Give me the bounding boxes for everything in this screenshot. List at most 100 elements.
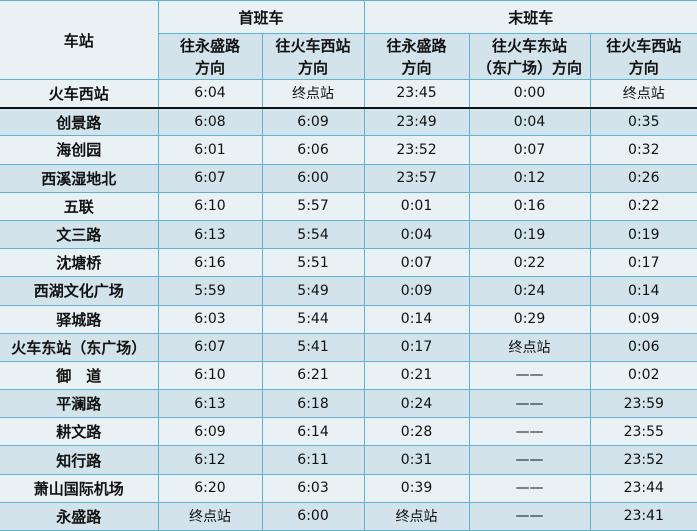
time-cell: ——	[468, 473, 591, 503]
time-cell: 5:41	[261, 332, 365, 362]
header-line: 往火车西站	[606, 36, 682, 55]
time-cell: 23:59	[589, 389, 697, 419]
table-row: 西溪湿地北 6:07 6:00 23:57 0:12 0:26	[0, 163, 697, 193]
header-line: 方向	[401, 58, 432, 77]
time-cell: 0:07	[363, 248, 470, 278]
station-name: 平澜路	[0, 389, 159, 419]
time-cell: 0:29	[468, 304, 591, 334]
time-cell: 0:28	[363, 417, 470, 447]
time-cell: 0:17	[589, 248, 697, 278]
station-name: 文三路	[0, 219, 159, 250]
station-name: 火车西站	[0, 78, 159, 109]
station-name: 驿城路	[0, 304, 159, 334]
time-cell: 6:07	[157, 163, 263, 193]
last-train-header: 末班车	[363, 0, 697, 34]
header-line: （东广场）方向	[477, 58, 583, 77]
station-name: 知行路	[0, 445, 159, 475]
time-cell: 6:13	[157, 219, 263, 250]
time-cell: 0:21	[363, 360, 470, 391]
time-cell: 6:03	[157, 304, 263, 334]
time-cell: 6:09	[157, 417, 263, 447]
time-cell: 0:17	[363, 332, 470, 362]
table-row: 火车西站 6:04 终点站 23:45 0:00 终点站	[0, 78, 697, 109]
table-row: 文三路 6:13 5:54 0:04 0:19 0:19	[0, 219, 697, 250]
station-header: 车站	[0, 0, 159, 80]
time-cell: 0:04	[468, 107, 591, 137]
time-cell: 6:03	[261, 473, 365, 503]
table-row: 知行路 6:12 6:11 0:31 —— 23:52	[0, 445, 697, 475]
table-row: 创景路 6:08 6:09 23:49 0:04 0:35	[0, 107, 697, 137]
time-cell: 6:10	[157, 191, 263, 221]
station-name: 沈塘桥	[0, 248, 159, 278]
table-row: 萧山国际机场 6:20 6:03 0:39 —— 23:44	[0, 473, 697, 503]
time-cell: 0:35	[589, 107, 697, 137]
header-line: 方向	[298, 58, 329, 77]
time-cell: 0:31	[363, 445, 470, 475]
time-cell: 0:39	[363, 473, 470, 503]
time-cell: 0:01	[363, 191, 470, 221]
header-line: 往永盛路	[386, 36, 447, 55]
station-name: 火车东站（东广场）	[0, 332, 159, 362]
time-cell: 23:57	[363, 163, 470, 193]
time-cell: 0:09	[363, 276, 470, 306]
header-line: 方向	[628, 58, 659, 77]
time-cell: 终点站	[261, 78, 365, 109]
time-cell: 5:54	[261, 219, 365, 250]
station-name: 耕文路	[0, 417, 159, 447]
time-cell: 6:08	[157, 107, 263, 137]
station-name: 西溪湿地北	[0, 163, 159, 193]
time-cell: 23:52	[589, 445, 697, 475]
time-cell: 0:09	[589, 304, 697, 334]
time-cell: 6:13	[157, 389, 263, 419]
table-row: 五联 6:10 5:57 0:01 0:16 0:22	[0, 191, 697, 221]
time-cell: 6:10	[157, 360, 263, 391]
time-cell: 0:06	[589, 332, 697, 362]
time-cell: 23:41	[589, 501, 697, 531]
time-cell: 0:26	[589, 163, 697, 193]
time-cell: 23:49	[363, 107, 470, 137]
time-cell: ——	[468, 501, 591, 531]
time-cell: 23:55	[589, 417, 697, 447]
time-cell: 0:02	[589, 360, 697, 391]
time-cell: 0:19	[589, 219, 697, 250]
first-west-header: 往火车西站 方向	[261, 33, 365, 80]
time-cell: 6:01	[157, 135, 263, 165]
time-cell: ——	[468, 445, 591, 475]
time-cell: 终点站	[468, 332, 591, 362]
time-cell: 5:57	[261, 191, 365, 221]
time-cell: 0:22	[589, 191, 697, 221]
header-line: 往火车西站	[275, 36, 351, 55]
time-cell: 0:00	[468, 78, 591, 109]
time-cell: 5:44	[261, 304, 365, 334]
time-cell: 0:19	[468, 219, 591, 250]
time-cell: 0:14	[589, 276, 697, 306]
time-cell: ——	[468, 360, 591, 391]
time-cell: 终点站	[589, 78, 697, 109]
time-cell: 6:11	[261, 445, 365, 475]
time-cell: 23:52	[363, 135, 470, 165]
table-row: 火车东站（东广场） 6:07 5:41 0:17 终点站 0:06	[0, 332, 697, 362]
time-cell: 5:51	[261, 248, 365, 278]
table-row: 沈塘桥 6:16 5:51 0:07 0:22 0:17	[0, 248, 697, 278]
last-west-header: 往火车西站 方向	[589, 33, 697, 80]
station-name: 西湖文化广场	[0, 276, 159, 306]
station-name: 海创园	[0, 135, 159, 165]
table-row: 平澜路 6:13 6:18 0:24 —— 23:59	[0, 389, 697, 419]
time-cell: 0:32	[589, 135, 697, 165]
time-cell: 6:20	[157, 473, 263, 503]
table-row: 驿城路 6:03 5:44 0:14 0:29 0:09	[0, 304, 697, 334]
time-cell: 0:22	[468, 248, 591, 278]
header-line: 方向	[194, 58, 225, 77]
time-cell: 0:16	[468, 191, 591, 221]
station-name: 永盛路	[0, 501, 159, 531]
time-cell: 终点站	[363, 501, 470, 531]
station-name: 萧山国际机场	[0, 473, 159, 503]
time-cell: 5:49	[261, 276, 365, 306]
last-yongsheng-header: 往永盛路 方向	[363, 33, 470, 80]
time-cell: 6:04	[157, 78, 263, 109]
time-cell: 终点站	[157, 501, 263, 531]
table-row: 西湖文化广场 5:59 5:49 0:09 0:24 0:14	[0, 276, 697, 306]
time-cell: 0:12	[468, 163, 591, 193]
first-train-header: 首班车	[157, 0, 365, 34]
header-line: 往永盛路	[179, 36, 240, 55]
